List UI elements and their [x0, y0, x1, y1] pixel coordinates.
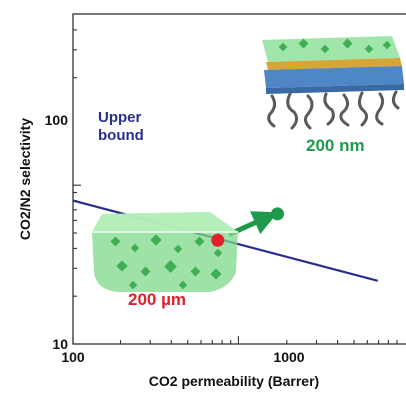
label-200-nm: 200 nm: [306, 136, 365, 155]
x-tick-label-1000: 1000: [273, 349, 304, 365]
thick-membrane-illustration: [92, 212, 238, 292]
y-tick-label-100: 100: [45, 112, 69, 128]
upper-bound-label-line2: bound: [98, 127, 144, 144]
y-axis-title: CO2/N2 selectivity: [17, 118, 33, 240]
point-200-nm: [270, 207, 284, 221]
label-200-um: 200 µm: [128, 290, 186, 309]
x-ticks: [72, 336, 398, 344]
point-200-um: [211, 233, 225, 247]
thin-membrane-illustration: [262, 36, 404, 130]
upper-bound-label-line1: Upper: [98, 109, 142, 126]
y-tick-label-10: 10: [52, 336, 68, 352]
x-tick-label-100: 100: [61, 349, 85, 365]
x-axis-title: CO2 permeability (Barrer): [149, 373, 319, 389]
